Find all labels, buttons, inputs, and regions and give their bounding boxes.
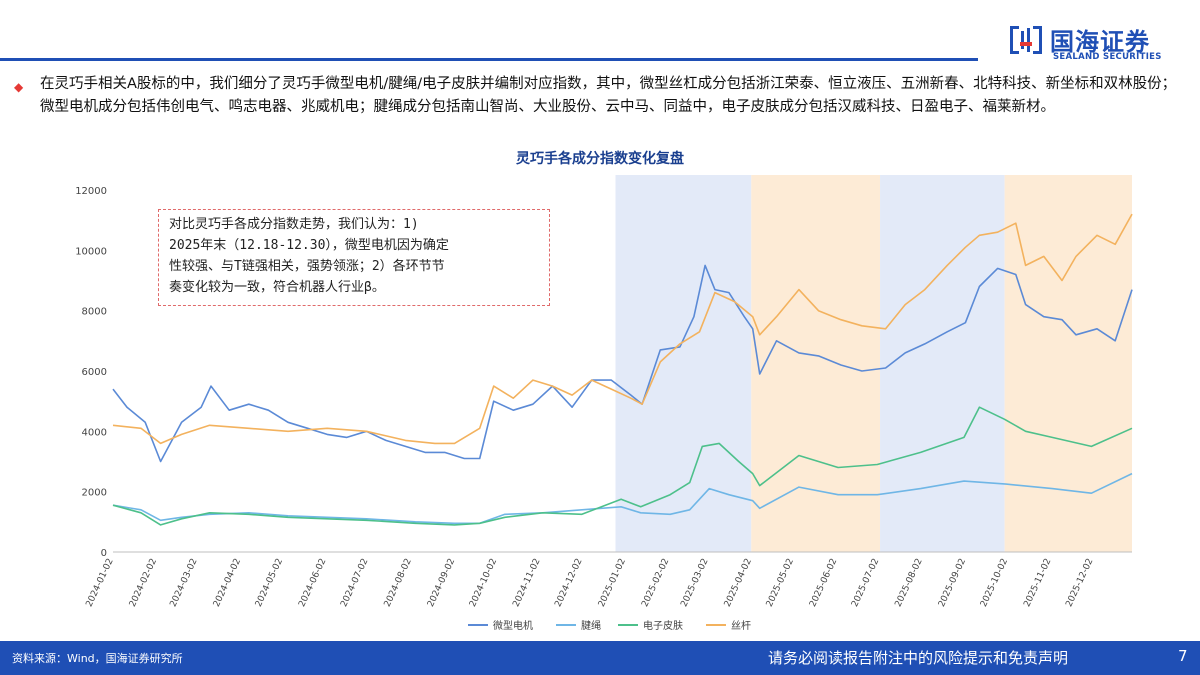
- x-tick-label: 2025-01-02: [597, 557, 628, 609]
- shaded-period-2: [751, 175, 881, 552]
- page-number: 7: [1178, 647, 1188, 665]
- footer-source: 资料来源：Wind，国海证券研究所: [12, 652, 183, 665]
- x-tick-label: 2025-11-02: [1022, 557, 1053, 609]
- x-tick-label: 2024-07-02: [339, 557, 370, 609]
- x-tick-label: 2025-10-02: [979, 557, 1010, 609]
- x-tick-label: 2025-08-02: [894, 557, 925, 609]
- brand-name-cn: 国海证券: [1050, 28, 1150, 56]
- y-tick-label: 12000: [75, 186, 107, 197]
- header-rule: [0, 58, 978, 61]
- annotation-box: 对比灵巧手各成分指数走势，我们认为：1) 2025年末（12.18-12.30）…: [158, 209, 550, 306]
- x-tick-label: 2025-06-02: [808, 557, 839, 609]
- legend-label-4: 丝杆: [731, 620, 751, 632]
- annotation-line-3: 性较强、与T链强相关，强势领涨；2）各环节节: [169, 259, 445, 274]
- annotation-line-4: 奏变化较为一致，符合机器人行业β。: [169, 280, 385, 295]
- x-tick-label: 2025-05-02: [765, 557, 796, 609]
- x-tick-label: 2024-12-02: [553, 557, 584, 609]
- y-axis-ticks: 0 2000 4000 6000 8000 10000 12000: [75, 186, 107, 559]
- x-tick-label: 2024-09-02: [426, 557, 457, 609]
- y-tick-label: 8000: [82, 307, 107, 318]
- annotation-line-1: 对比灵巧手各成分指数走势，我们认为：1): [169, 217, 419, 232]
- x-tick-label: 2024-01-02: [85, 557, 116, 609]
- x-tick-label: 2025-07-02: [850, 557, 881, 609]
- x-tick-label: 2024-05-02: [254, 557, 285, 609]
- x-tick-label: 2025-04-02: [723, 557, 754, 609]
- shaded-period-4: [1004, 175, 1132, 552]
- intro-paragraph: 在灵巧手相关A股标的中，我们细分了灵巧手微型电机/腱绳/电子皮肤并编制对应指数，…: [40, 76, 1177, 115]
- y-tick-label: 4000: [82, 427, 107, 438]
- x-tick-label: 2024-06-02: [297, 557, 328, 609]
- sealand-logo-icon: [1010, 26, 1042, 54]
- y-tick-label: 0: [101, 548, 107, 559]
- footer-bar: 资料来源：Wind，国海证券研究所 请务必阅读报告附注中的风险提示和免责声明 7: [0, 641, 1200, 675]
- x-tick-label: 2024-08-02: [383, 557, 414, 609]
- y-tick-label: 10000: [75, 246, 107, 257]
- series-line-3: [112, 406, 1133, 526]
- y-tick-label: 6000: [82, 367, 107, 378]
- x-tick-label: 2024-02-02: [128, 557, 159, 609]
- x-tick-label: 2025-09-02: [937, 557, 968, 609]
- bullet-diamond-icon: ◆: [14, 80, 24, 94]
- series-line-2: [112, 472, 1133, 525]
- brand-name-en: SEALAND SECURITIES: [1053, 52, 1162, 62]
- shaded-period-1: [615, 175, 752, 552]
- x-axis-ticks: 2024-01-02 2024-02-02 2024-03-02 2024-04-02…: [85, 557, 1096, 609]
- annotation-line-2: 2025年末（12.18-12.30），微型电机因为确定: [169, 238, 449, 253]
- x-tick-label: 2024-03-02: [169, 557, 200, 609]
- footer-disclaimer: 请务必阅读报告附注中的风险提示和免责声明: [768, 649, 1069, 667]
- series-lines: [112, 213, 1133, 526]
- legend-label-2: 腱绳: [581, 619, 601, 632]
- shaded-period-3: [880, 175, 1005, 552]
- x-tick-label: 2024-11-02: [511, 557, 542, 609]
- x-tick-label: 2025-02-02: [640, 557, 671, 609]
- chart-title: 灵巧手各成分指数变化复盘: [516, 151, 684, 167]
- series-line-4: [112, 213, 1133, 445]
- brand-logo: 国海证券 SEALAND SECURITIES: [1008, 20, 1188, 66]
- y-tick-label: 2000: [82, 488, 107, 499]
- legend-label-1: 微型电机: [493, 619, 533, 632]
- x-tick-label: 2025-03-02: [679, 557, 710, 609]
- shaded-periods: [615, 175, 1132, 552]
- chart-legend: 微型电机 腱绳 电子皮肤 丝杆: [468, 619, 751, 632]
- x-tick-label: 2025-12-02: [1064, 557, 1095, 609]
- legend-label-3: 电子皮肤: [643, 619, 683, 632]
- x-tick-label: 2024-04-02: [212, 557, 243, 609]
- x-tick-label: 2024-10-02: [468, 557, 499, 609]
